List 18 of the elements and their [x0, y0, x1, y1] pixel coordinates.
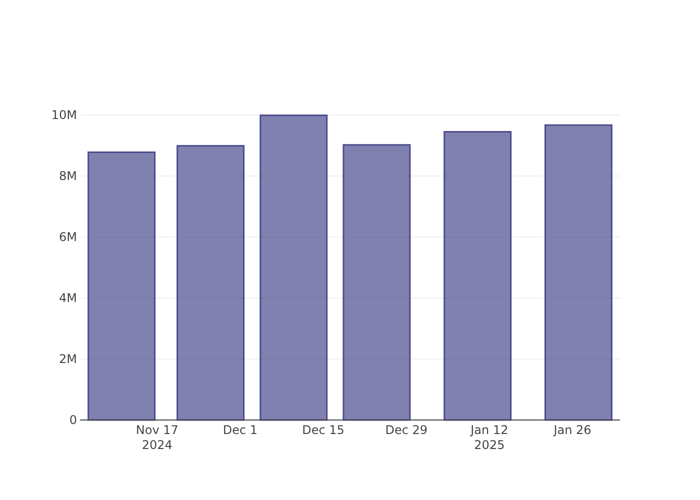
x-tick-label: Nov 17 2024 — [136, 423, 178, 452]
x-tick-label: Jan 26 — [552, 423, 592, 437]
x-tick-label: Dec 15 — [302, 423, 344, 437]
y-tick-label: 8M — [59, 169, 77, 184]
bar — [444, 131, 512, 421]
x-tick-label: Jan 12 2025 — [470, 423, 508, 452]
y-tick-label: 10M — [51, 108, 77, 122]
bar — [176, 145, 245, 421]
y-tick-label: 6M — [59, 230, 77, 244]
bar — [342, 144, 411, 421]
bar — [260, 114, 328, 421]
x-tick-label: Dec 1 — [222, 423, 258, 437]
bar — [544, 124, 612, 421]
bar — [88, 151, 156, 421]
y-tick-label: 4M — [59, 291, 77, 306]
y-tick-label: 2M — [59, 352, 77, 366]
y-tick-label: 0 — [69, 413, 77, 428]
x-tick-label: Dec 29 — [385, 423, 428, 437]
